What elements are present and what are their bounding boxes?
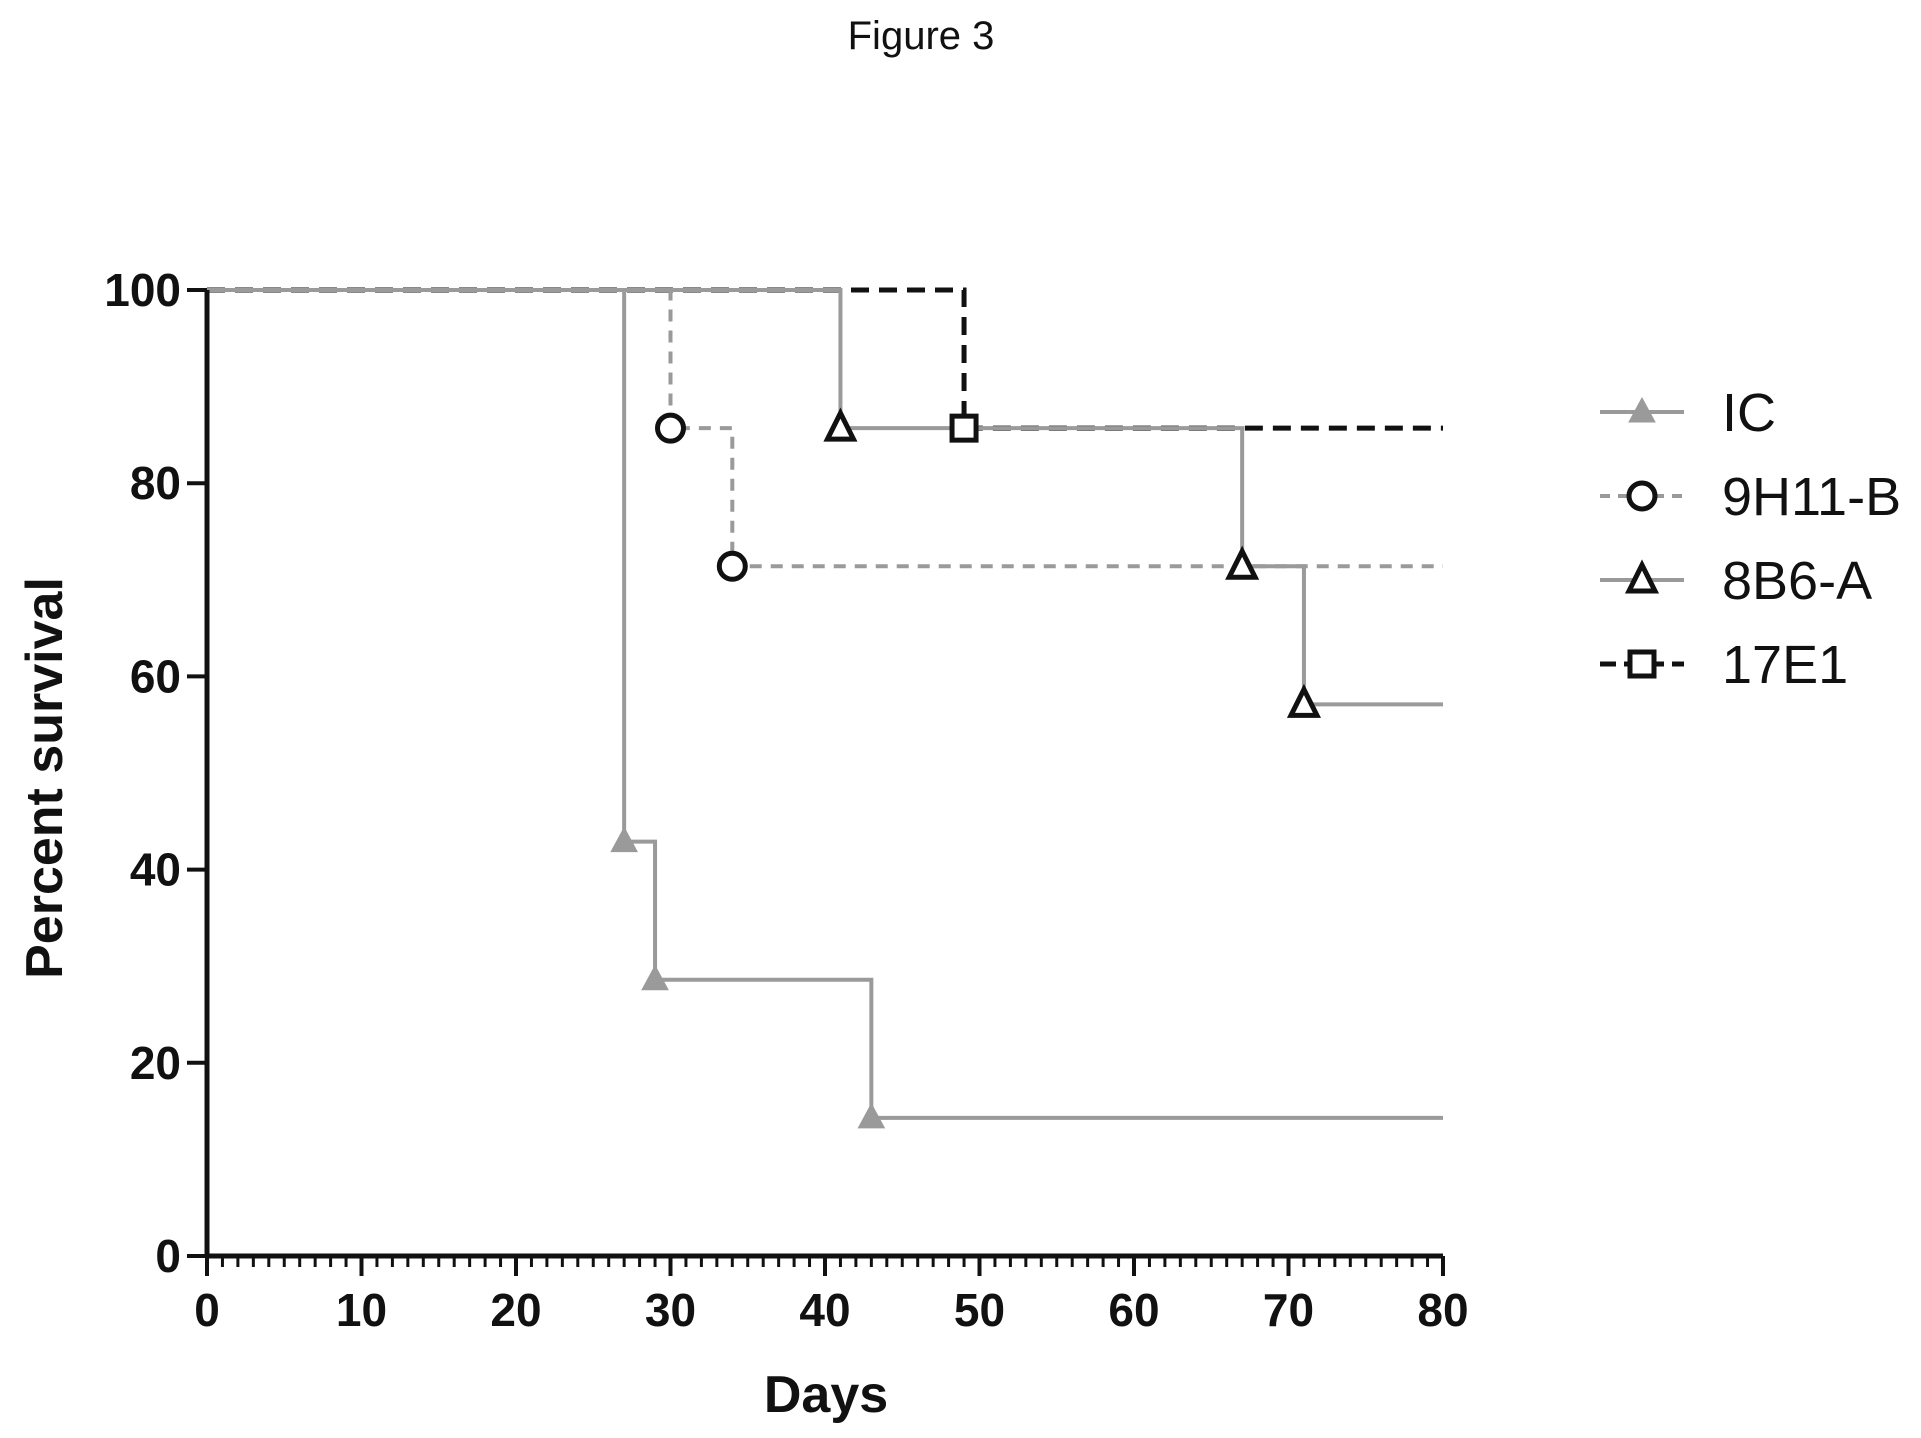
legend: IC 9H11-B 8B6-A 17E1	[1600, 383, 1901, 695]
x-axis-title: Days	[764, 1366, 888, 1424]
legend-label: 9H11-B	[1722, 467, 1901, 527]
series-line-8b6-a	[207, 288, 1443, 707]
x-tick-label: 70	[1263, 1284, 1314, 1336]
figure-title: Figure 3	[847, 14, 995, 58]
series-line-17e1	[207, 287, 1443, 431]
y-tick-label: 0	[155, 1230, 181, 1282]
y-tick-label: 60	[130, 650, 181, 702]
axes-layer: 0 10 20 30 40 50 60 70 80 0 20 40 60 80 100	[104, 264, 1468, 1336]
legend-label: IC	[1722, 383, 1776, 443]
y-tick-label: 100	[104, 264, 181, 316]
series-layer	[207, 287, 1443, 1120]
legend-item-9h11-b: 9H11-B	[1600, 467, 1901, 527]
legend-marker	[1624, 559, 1660, 594]
legend-marker	[1626, 480, 1658, 512]
markers-layer	[610, 407, 1321, 1129]
data-point-ic	[641, 964, 669, 991]
x-tick-label: 30	[645, 1284, 696, 1336]
x-tick-label: 40	[799, 1284, 850, 1336]
data-point-17e1	[949, 413, 979, 443]
y-tick-label: 20	[130, 1037, 181, 1089]
data-point-ic	[610, 826, 638, 853]
legend-item-ic: IC	[1600, 383, 1776, 443]
data-point-9h11-b	[716, 550, 748, 582]
data-point-8b6-a	[1286, 683, 1321, 718]
legend-label: 8B6-A	[1722, 551, 1872, 611]
data-point-8b6-a	[823, 407, 858, 442]
series-line-ic	[207, 288, 1443, 1120]
x-tick-label: 20	[490, 1284, 541, 1336]
x-tick-label: 50	[954, 1284, 1005, 1336]
data-point-ic	[857, 1102, 886, 1129]
x-tick-label: 10	[336, 1284, 387, 1336]
y-axis-title: Percent survival	[16, 577, 74, 979]
legend-label: 17E1	[1722, 635, 1848, 695]
data-point-8b6-a	[1225, 545, 1260, 580]
legend-item-8b6-a: 8B6-A	[1600, 551, 1872, 611]
x-tick-label: 0	[194, 1284, 220, 1336]
y-tick-label: 40	[130, 844, 181, 896]
legend-marker	[1627, 649, 1657, 679]
data-point-9h11-b	[655, 412, 686, 444]
x-tick-label: 60	[1108, 1284, 1159, 1336]
y-tick-label: 80	[130, 457, 181, 509]
legend-marker	[1628, 396, 1656, 423]
x-tick-label: 80	[1417, 1284, 1468, 1336]
legend-item-17e1: 17E1	[1600, 635, 1848, 695]
